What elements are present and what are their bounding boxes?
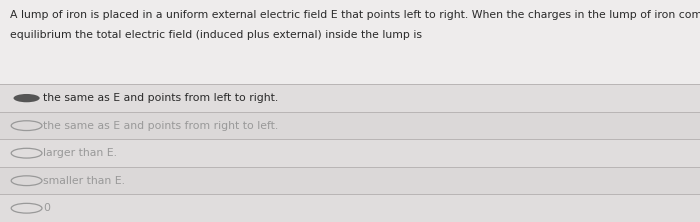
Text: A lump of iron is placed in a uniform external electric field E that points left: A lump of iron is placed in a uniform ex…	[10, 10, 700, 20]
Text: 0: 0	[43, 203, 50, 213]
Text: the same as E and points from left to right.: the same as E and points from left to ri…	[43, 93, 279, 103]
Bar	[0, 84, 700, 112]
Text: the same as E and points from right to left.: the same as E and points from right to l…	[43, 121, 279, 131]
Bar	[0, 112, 700, 139]
Text: larger than E.: larger than E.	[43, 148, 118, 158]
Text: smaller than E.: smaller than E.	[43, 176, 125, 186]
Circle shape	[13, 94, 40, 102]
Text: equilibrium the total electric field (induced plus external) inside the lump is: equilibrium the total electric field (in…	[10, 30, 423, 40]
Bar	[0, 0, 700, 84]
Bar	[0, 167, 700, 194]
Bar	[0, 194, 700, 222]
Bar	[0, 139, 700, 167]
